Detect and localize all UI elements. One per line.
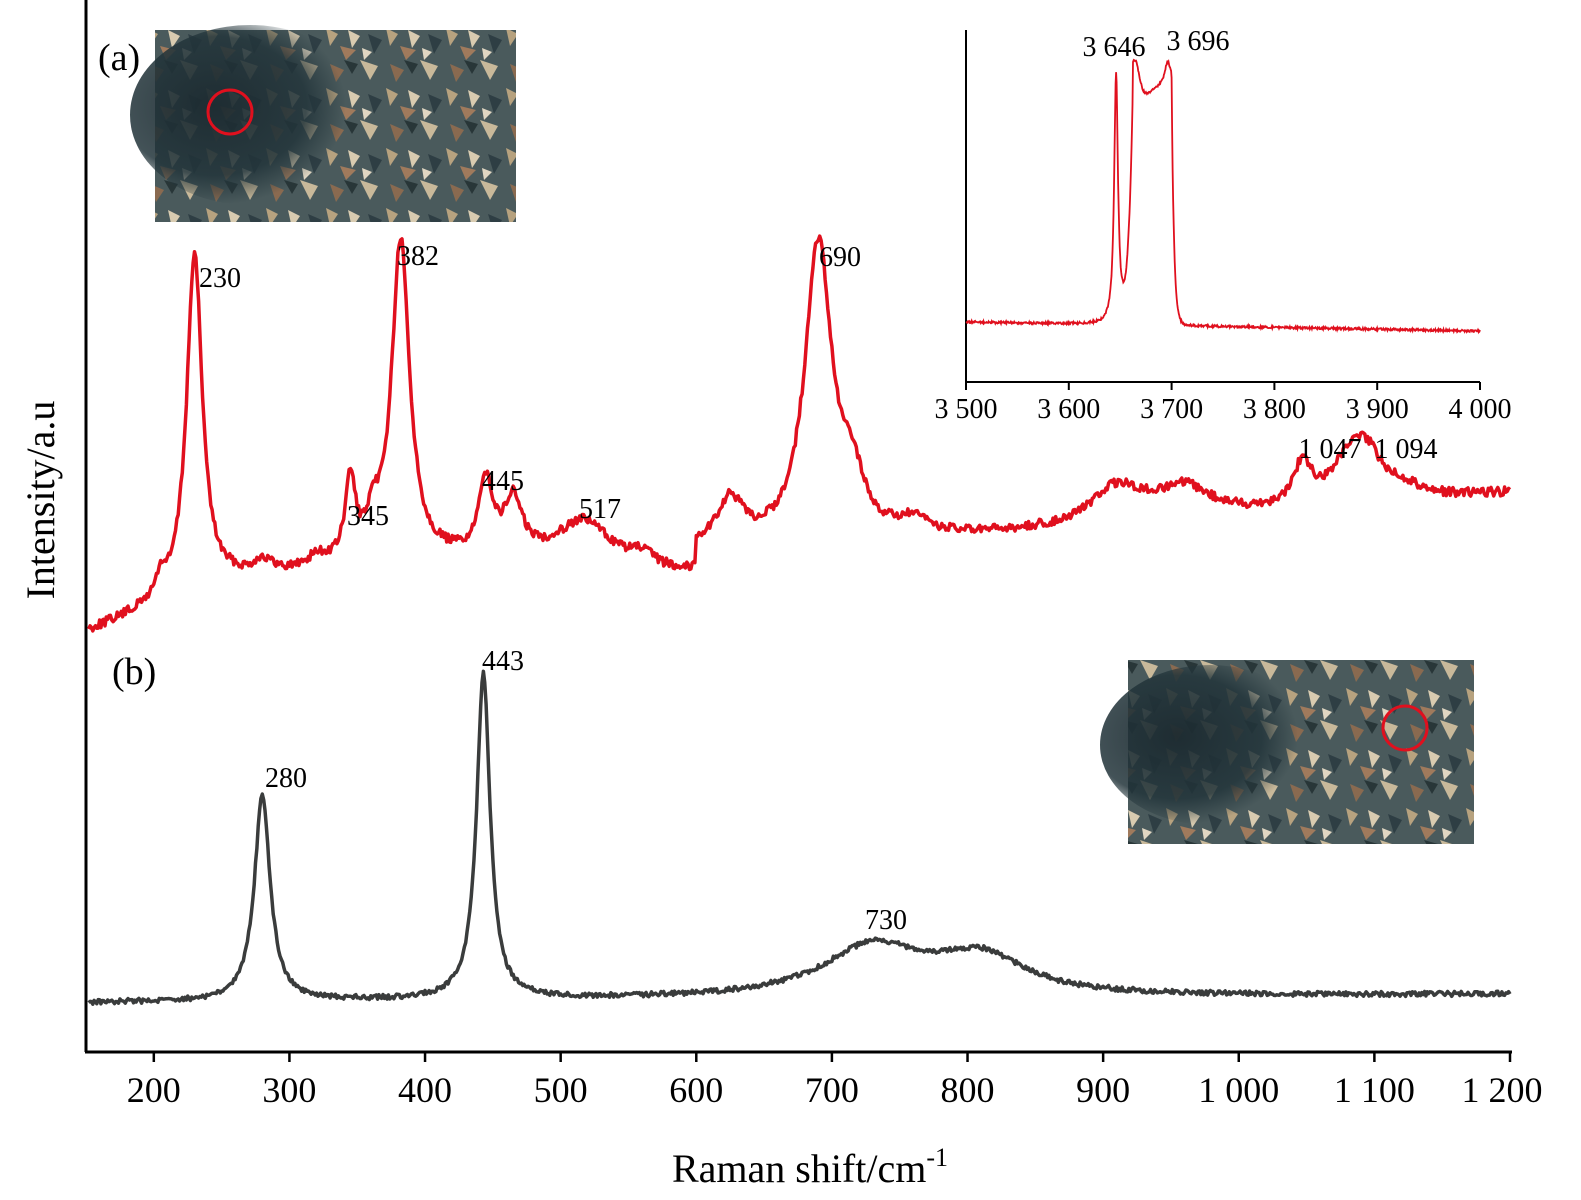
micrograph-a xyxy=(130,25,516,222)
series-b-peak-label: 730 xyxy=(865,905,907,936)
series-b-line xyxy=(87,669,1512,1006)
x-tick-label: 300 xyxy=(262,1070,316,1110)
series-a-peak-label: 230 xyxy=(199,263,241,294)
inset-x-tick-label: 3 800 xyxy=(1243,394,1306,425)
x-tick-label: 800 xyxy=(941,1070,995,1110)
series-a-peak-label: 445 xyxy=(482,466,524,497)
x-tick-label: 900 xyxy=(1076,1070,1130,1110)
x-tick-label: 1 100 xyxy=(1334,1070,1415,1110)
x-axis-ticks xyxy=(152,1052,1512,1062)
series-a-peak-label: 382 xyxy=(397,241,439,272)
x-axis-title: Raman shift/cm-1 xyxy=(672,1143,948,1191)
x-tick-label: 500 xyxy=(534,1070,588,1110)
inset-x-tick-label: 3 700 xyxy=(1140,394,1203,425)
series-a-peak-label: 1 094 xyxy=(1375,434,1438,465)
inset-x-tick-label: 3 500 xyxy=(935,394,998,425)
inset-series-line xyxy=(965,58,1481,335)
inset-x-tick-label: 4 000 xyxy=(1449,394,1512,425)
series-a-peak-label: 517 xyxy=(579,494,621,525)
x-tick-label: 600 xyxy=(669,1070,723,1110)
x-axis-tick-labels: 200 300 400 500 600 700 800 900 1 000 1 100 1 200 xyxy=(127,1070,1543,1110)
series-b-peak-label: 280 xyxy=(265,763,307,794)
x-tick-label: 200 xyxy=(127,1070,181,1110)
x-tick-label: 700 xyxy=(805,1070,859,1110)
series-b-peak-label: 443 xyxy=(482,646,524,677)
micrograph-b xyxy=(1100,660,1474,844)
inset-chart: 3 500 3 600 3 700 3 800 3 900 4 000 3 646 3 69… xyxy=(935,26,1512,425)
x-axis-title-superscript: -1 xyxy=(926,1143,948,1172)
series-a-line xyxy=(87,234,1512,633)
x-tick-label: 400 xyxy=(398,1070,452,1110)
inset-x-axis-tick-labels: 3 500 3 600 3 700 3 800 3 900 4 000 xyxy=(935,394,1512,425)
y-axis-title: Intensity/a.u xyxy=(18,401,63,600)
inset-peak-label: 3 646 xyxy=(1083,32,1146,63)
micrograph-a-marker xyxy=(206,88,254,136)
series-a-peak-labels: 230 345 382 445 517 690 1 047 1 094 xyxy=(199,241,1438,532)
inset-peak-labels: 3 646 3 696 xyxy=(1083,26,1230,63)
x-tick-label: 1 000 xyxy=(1198,1070,1279,1110)
inset-x-tick-label: 3 900 xyxy=(1346,394,1409,425)
series-a-peak-label: 690 xyxy=(819,242,861,273)
inset-x-axis-ticks xyxy=(965,382,1481,390)
panel-label-b: (b) xyxy=(112,651,156,693)
series-a-peak-label: 1 047 xyxy=(1299,434,1362,465)
inset-x-tick-label: 3 600 xyxy=(1037,394,1100,425)
series-a-peak-label: 345 xyxy=(347,501,389,532)
x-tick-label: 1 200 xyxy=(1462,1070,1543,1110)
inset-peak-label: 3 696 xyxy=(1167,26,1230,57)
micrograph-b-marker xyxy=(1381,704,1429,752)
series-b-peak-labels: 280 443 730 xyxy=(265,646,907,936)
panel-label-a: (a) xyxy=(98,37,140,79)
